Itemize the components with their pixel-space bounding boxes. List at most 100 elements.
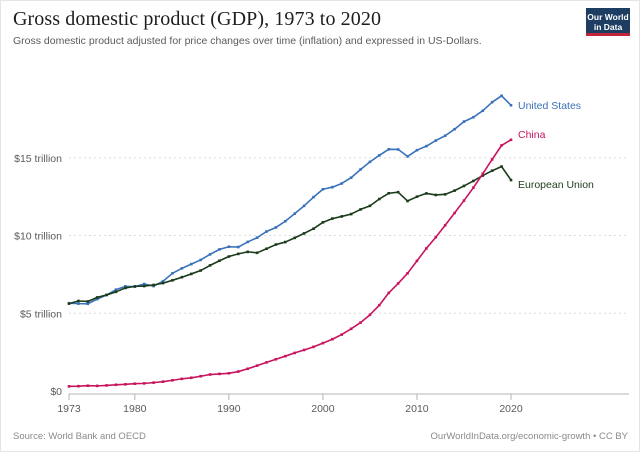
data-point bbox=[425, 192, 428, 195]
x-axis-tick-label: 2010 bbox=[405, 403, 429, 415]
data-point bbox=[453, 189, 456, 192]
data-point bbox=[180, 275, 184, 279]
data-point bbox=[378, 154, 381, 157]
data-point bbox=[293, 212, 296, 215]
data-point bbox=[67, 302, 71, 305]
data-point bbox=[284, 219, 287, 223]
data-point bbox=[236, 245, 240, 249]
data-point bbox=[434, 235, 438, 239]
data-point bbox=[349, 212, 353, 216]
data-point bbox=[340, 215, 344, 218]
data-point bbox=[349, 176, 353, 180]
data-point bbox=[161, 380, 165, 383]
data-point bbox=[227, 255, 231, 258]
series-line-china[interactable] bbox=[68, 138, 512, 388]
data-point bbox=[321, 341, 325, 345]
data-point bbox=[199, 258, 202, 262]
data-point bbox=[425, 247, 428, 250]
data-point bbox=[265, 230, 268, 233]
data-point bbox=[396, 148, 400, 151]
data-point bbox=[396, 190, 400, 194]
data-point bbox=[434, 193, 438, 197]
attribution-note[interactable]: OurWorldInData.org/economic-growth • CC … bbox=[430, 431, 628, 442]
series-label-united-states[interactable]: United States bbox=[518, 100, 581, 112]
data-point bbox=[246, 367, 249, 371]
data-point bbox=[378, 197, 381, 201]
data-point bbox=[500, 165, 503, 168]
data-point bbox=[396, 282, 400, 285]
data-point bbox=[218, 248, 221, 251]
data-point bbox=[152, 381, 155, 384]
data-point bbox=[274, 357, 278, 361]
data-point bbox=[312, 195, 315, 199]
data-point bbox=[359, 321, 362, 324]
data-point bbox=[142, 282, 146, 286]
data-point bbox=[302, 348, 306, 352]
data-point bbox=[472, 179, 475, 183]
series-line-european-union[interactable] bbox=[68, 165, 512, 305]
x-axis-tick-label: 2020 bbox=[499, 403, 523, 415]
data-point bbox=[161, 279, 165, 283]
data-point bbox=[472, 115, 475, 119]
series-label-european-union[interactable]: European Union bbox=[518, 179, 594, 191]
data-point bbox=[105, 384, 108, 387]
data-point bbox=[509, 138, 513, 142]
data-point bbox=[105, 293, 108, 297]
owid-logo[interactable]: Our World in Data bbox=[586, 8, 630, 36]
data-point bbox=[180, 377, 184, 381]
y-axis-tick-label: $5 trillion bbox=[20, 308, 62, 320]
data-point bbox=[368, 204, 372, 208]
data-point bbox=[472, 186, 475, 189]
data-point bbox=[509, 103, 513, 107]
data-point bbox=[274, 226, 278, 229]
data-point bbox=[302, 232, 306, 235]
data-point bbox=[443, 134, 447, 138]
data-point bbox=[490, 158, 494, 161]
data-point bbox=[133, 382, 137, 385]
data-point bbox=[406, 272, 409, 275]
data-point bbox=[124, 286, 127, 290]
data-point bbox=[453, 211, 456, 215]
data-point bbox=[481, 172, 485, 175]
series-label-china[interactable]: China bbox=[518, 129, 546, 141]
chart-subtitle: Gross domestic product adjusted for pric… bbox=[13, 35, 482, 47]
y-axis-tick-label: $10 trillion bbox=[14, 231, 62, 243]
data-point bbox=[368, 160, 372, 164]
data-point bbox=[340, 182, 344, 185]
data-point bbox=[255, 236, 259, 240]
data-point bbox=[95, 296, 99, 299]
data-point bbox=[415, 259, 419, 263]
data-point bbox=[359, 168, 362, 171]
data-point bbox=[500, 94, 503, 98]
y-axis-tick-label: $0 bbox=[50, 386, 62, 398]
data-point bbox=[490, 100, 494, 104]
data-point bbox=[171, 279, 174, 282]
data-point bbox=[462, 199, 466, 202]
data-point bbox=[331, 185, 334, 189]
data-point bbox=[152, 283, 155, 287]
data-point bbox=[208, 253, 212, 256]
data-point bbox=[415, 195, 419, 198]
data-point bbox=[124, 285, 127, 288]
data-point bbox=[95, 384, 99, 388]
data-point bbox=[246, 240, 249, 244]
series-line-united-states[interactable] bbox=[68, 94, 512, 305]
data-point bbox=[462, 120, 466, 123]
data-point bbox=[199, 374, 202, 378]
data-point bbox=[189, 272, 193, 276]
data-point bbox=[189, 262, 193, 266]
data-point bbox=[500, 144, 503, 147]
data-point bbox=[218, 259, 221, 263]
data-point bbox=[331, 337, 334, 341]
data-point bbox=[265, 247, 268, 251]
data-point bbox=[236, 252, 240, 256]
data-point bbox=[95, 297, 99, 301]
data-point bbox=[349, 327, 353, 331]
data-point bbox=[443, 193, 447, 196]
data-point bbox=[77, 299, 80, 303]
data-point bbox=[77, 302, 80, 305]
data-point bbox=[359, 208, 362, 211]
data-point bbox=[227, 245, 231, 249]
